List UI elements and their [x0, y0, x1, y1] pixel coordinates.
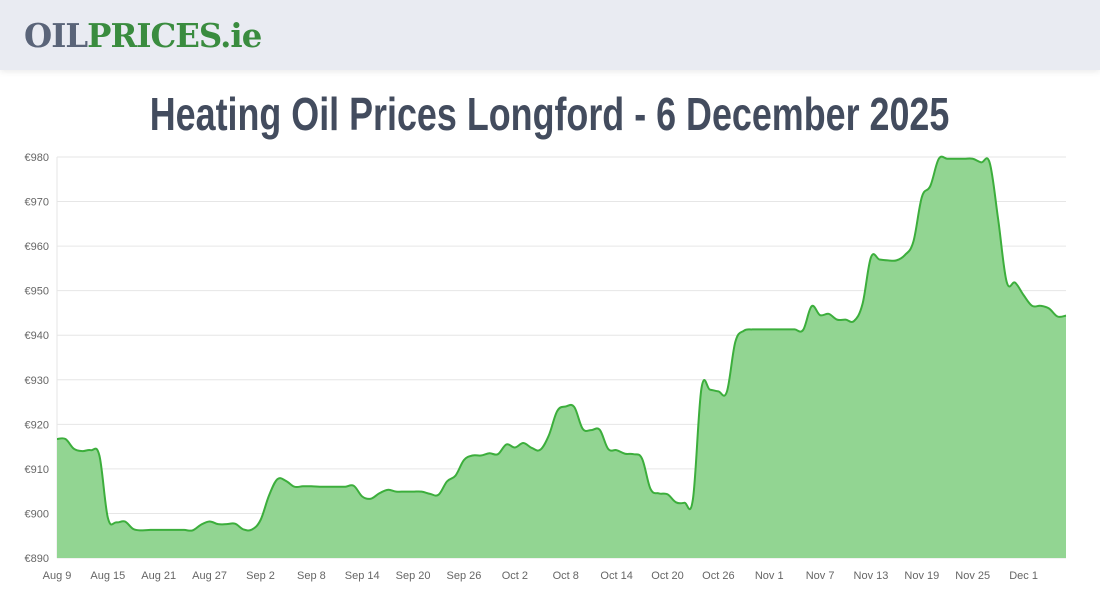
x-tick-label: Sep 26 [447, 570, 482, 582]
x-tick-label: Sep 2 [246, 570, 275, 582]
site-header: OILPRICES.ie [0, 0, 1100, 70]
x-tick-label: Oct 14 [600, 570, 632, 582]
logo-prices: PRICES [87, 16, 221, 55]
y-tick-label: €900 [25, 508, 49, 520]
y-tick-label: €910 [25, 464, 49, 476]
x-tick-label: Nov 13 [854, 570, 889, 582]
y-tick-label: €890 [25, 553, 49, 565]
price-line [56, 155, 1067, 532]
x-tick-label: Aug 21 [141, 570, 176, 582]
x-tick-label: Aug 9 [43, 570, 72, 582]
x-tick-label: Sep 14 [345, 570, 380, 582]
price-area-fill [57, 156, 1066, 558]
logo-oil: OIL [24, 16, 88, 55]
y-tick-label: €920 [25, 419, 49, 431]
x-tick-label: Oct 8 [553, 570, 579, 582]
x-tick-label: Oct 2 [502, 570, 528, 582]
x-tick-label: Sep 8 [297, 570, 326, 582]
y-tick-label: €970 [25, 197, 49, 209]
y-tick-label: €940 [25, 330, 49, 342]
x-tick-label: Sep 20 [396, 570, 431, 582]
y-tick-label: €950 [25, 286, 49, 298]
x-tick-label: Aug 27 [192, 570, 227, 582]
site-logo[interactable]: OILPRICES.ie [24, 16, 262, 56]
x-tick-label: Nov 19 [904, 570, 939, 582]
y-tick-label: €980 [25, 152, 49, 164]
x-tick-label: Oct 20 [651, 570, 683, 582]
page-title-text: Heating Oil Prices Longford - 6 December… [150, 88, 950, 140]
x-axis-ticks: Aug 9 Aug 15 Aug 21 Aug 27 Sep 2 Sep 8 Sep 14 S… [43, 570, 1038, 582]
y-axis-ticks: €890 €900 €910 €920 €930 €940 €950 €960 €970 €980 [25, 152, 49, 565]
logo-tld: .ie [220, 16, 262, 55]
x-tick-label: Nov 25 [955, 570, 990, 582]
x-tick-label: Nov 7 [806, 570, 835, 582]
x-tick-label: Dec 1 [1009, 570, 1038, 582]
page-title: Heating Oil Prices Longford - 6 December… [0, 84, 1100, 144]
y-tick-label: €960 [25, 241, 49, 253]
x-tick-label: Oct 26 [702, 570, 734, 582]
y-tick-label: €930 [25, 375, 49, 387]
x-tick-label: Aug 15 [90, 570, 125, 582]
x-tick-label: Nov 1 [755, 570, 784, 582]
